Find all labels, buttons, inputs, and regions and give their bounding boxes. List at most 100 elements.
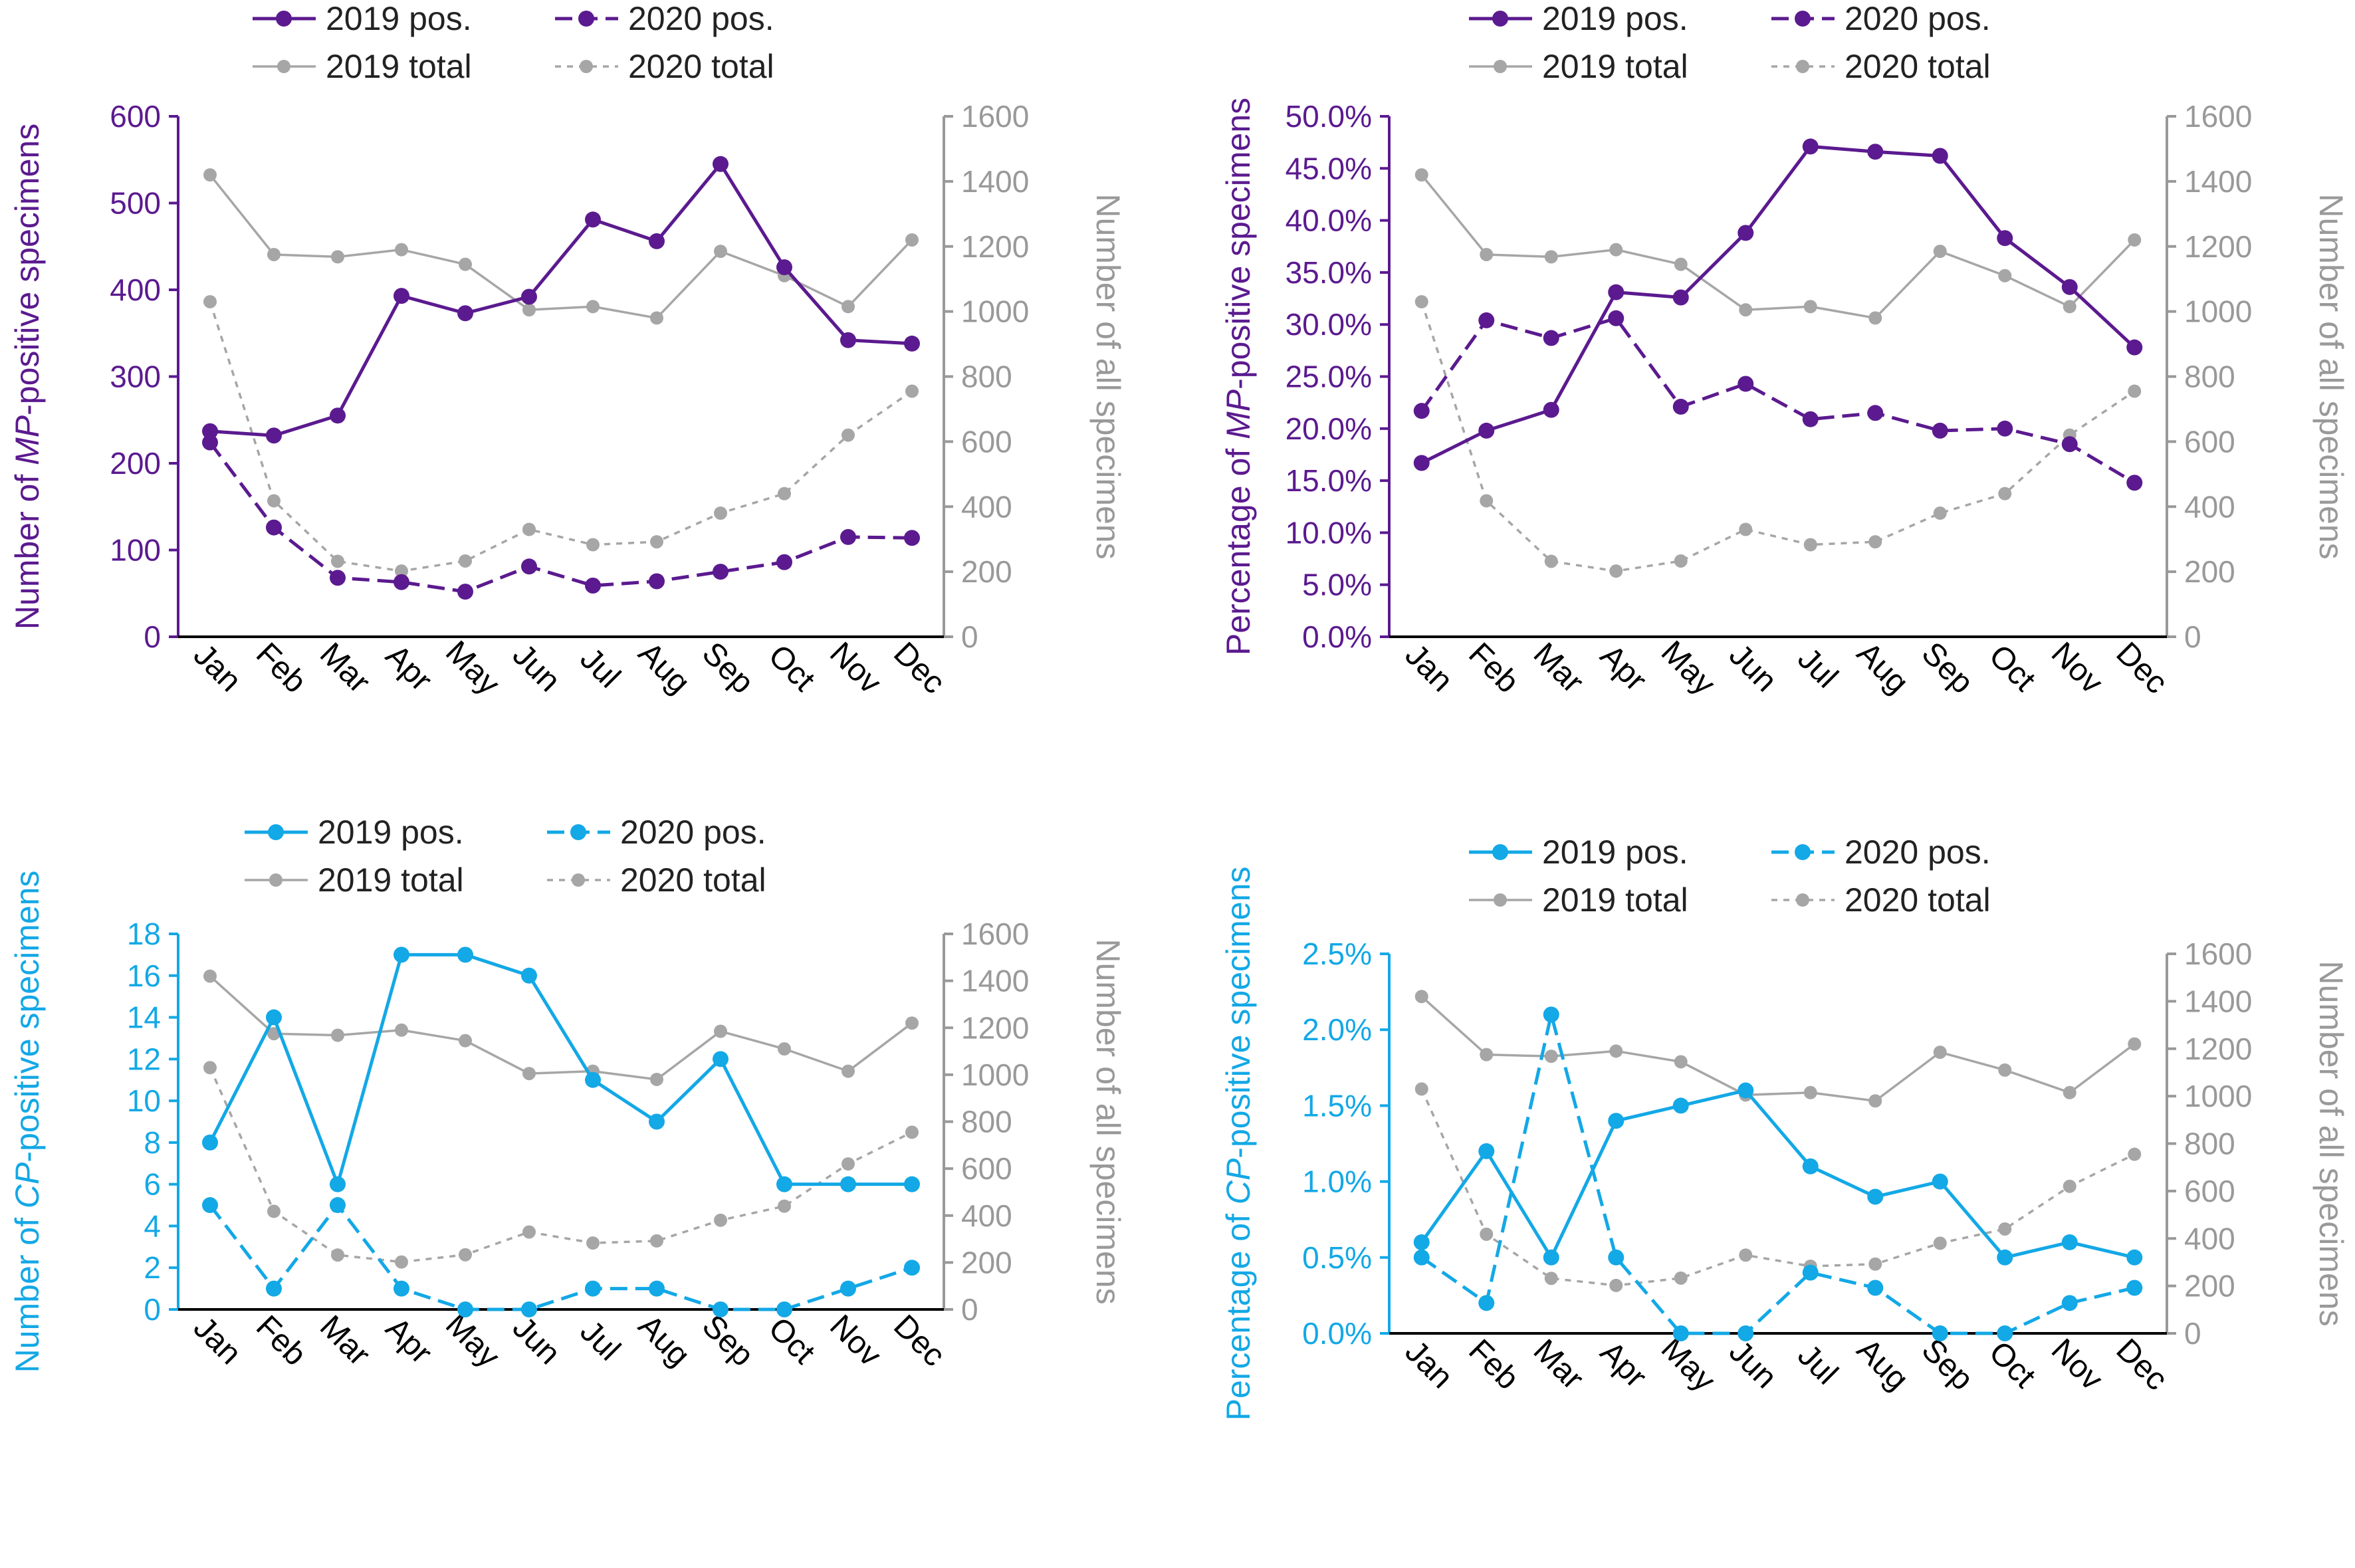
data-point (202, 1197, 218, 1214)
data-point (2061, 1295, 2078, 1311)
legend-label: 2020 pos. (1845, 834, 1991, 871)
data-point (1674, 1055, 1688, 1069)
right-tick-label: 200 (961, 554, 1012, 589)
series-line-2019-pos- (208, 952, 912, 1186)
data-point (203, 969, 217, 983)
data-point (1867, 144, 1884, 160)
right-tick-label: 400 (2184, 489, 2235, 524)
right-tick-label: 1000 (2184, 1079, 2252, 1113)
data-point (1674, 554, 1688, 568)
data-point (1868, 535, 1882, 549)
data-point (841, 300, 855, 314)
series-line-2020-pos- (1420, 316, 2136, 485)
data-point (650, 311, 663, 325)
data-point (522, 1225, 536, 1239)
legend: 2019 pos. 2020 pos. 2019 total 2020 total (245, 814, 766, 899)
data-point (1480, 494, 1494, 508)
data-point (841, 1064, 855, 1078)
legend-swatch-marker (1796, 893, 1809, 907)
data-point (2128, 233, 2142, 247)
data-point (1478, 312, 1495, 328)
left-tick-label: 6 (144, 1167, 161, 1202)
right-tick-label: 1600 (961, 99, 1029, 134)
data-point (1608, 310, 1625, 326)
legend-label: 2020 pos. (628, 0, 774, 37)
data-point (521, 558, 537, 575)
data-point (1802, 411, 1819, 427)
series-line-2020-pos- (209, 1203, 913, 1311)
x-tick-label: Jan (187, 1310, 248, 1371)
data-point (1932, 422, 1948, 439)
x-tick-label: Mar (1527, 1333, 1591, 1397)
data-point (1413, 455, 1430, 471)
data-point (1543, 401, 1559, 418)
data-point (1543, 1006, 1559, 1023)
right-tick-label: 1600 (961, 917, 1029, 951)
series-line-2020-total (209, 1067, 913, 1264)
left-tick-label: 10 (127, 1083, 161, 1118)
left-tick-label: 14 (127, 1000, 161, 1035)
data-point (1802, 1264, 1819, 1281)
right-tick-label: 1600 (2184, 937, 2252, 971)
series-line-2019-pos- (1420, 144, 2136, 465)
x-tick-label: Jan (1399, 637, 1460, 699)
right-tick-label: 1400 (2184, 164, 2252, 199)
data-point (1478, 1295, 1495, 1311)
legend-label: 2020 total (620, 861, 766, 899)
data-point (1480, 247, 1494, 261)
left-axis-title-part: Percentage of (1220, 1204, 1257, 1420)
left-tick-label: 10.0% (1286, 515, 1372, 550)
left-axis-title: Number of CP-positive specimens (9, 871, 46, 1373)
x-tick-label: Sep (695, 1308, 760, 1373)
data-point (2061, 279, 2078, 295)
x-tick-label: Dec (887, 635, 952, 701)
data-point (1932, 1325, 1948, 1341)
right-tick-label: 1400 (961, 164, 1029, 199)
data-point (1868, 311, 1882, 325)
data-point (266, 427, 282, 444)
data-point (1480, 1227, 1494, 1241)
series-line-2019-total (209, 173, 913, 320)
data-point (1674, 257, 1688, 271)
legend-label: 2019 total (1542, 48, 1688, 85)
data-point (393, 947, 409, 963)
data-point (202, 1134, 218, 1151)
x-tick-label: Jul (1791, 1338, 1845, 1392)
data-point (1544, 250, 1558, 264)
x-tick-label: Nov (823, 635, 888, 701)
data-point (1414, 1082, 1428, 1096)
data-point (457, 305, 473, 322)
data-point (1802, 1158, 1819, 1175)
right-tick-label: 800 (2184, 1127, 2235, 1161)
left-tick-label: 12 (127, 1042, 161, 1076)
right-axis-title: Number of all specimens (2312, 193, 2350, 559)
right-axis-title: Number of all specimens (1089, 939, 1127, 1304)
legend: 2019 pos. 2020 pos. 2019 total 2020 total (1469, 834, 1991, 919)
right-tick-label: 400 (961, 1198, 1012, 1233)
data-point (776, 554, 792, 570)
data-point (649, 1280, 665, 1297)
left-tick-label: 0 (144, 1292, 161, 1327)
data-point (330, 1176, 346, 1192)
data-point (1478, 422, 1495, 439)
right-tick-label: 1400 (2184, 984, 2252, 1018)
right-tick-label: 800 (961, 360, 1012, 394)
data-point (267, 494, 280, 508)
data-point (776, 259, 792, 276)
data-point (1868, 1094, 1882, 1108)
data-point (714, 245, 727, 259)
data-point (1609, 243, 1623, 257)
right-tick-label: 600 (961, 424, 1012, 459)
data-point (202, 423, 218, 439)
data-point (521, 288, 537, 305)
left-axis-title-part: Number of (9, 465, 46, 629)
left-axis-title-part: Number of (9, 1208, 46, 1373)
data-point (459, 554, 472, 568)
x-tick-label: Apr (1593, 638, 1653, 698)
right-tick-label: 800 (2184, 360, 2235, 394)
x-tick-label: Oct (762, 638, 822, 698)
data-point (203, 294, 217, 308)
right-tick-label: 600 (2184, 1174, 2235, 1208)
data-point (1543, 330, 1559, 346)
data-point (1480, 1048, 1494, 1062)
